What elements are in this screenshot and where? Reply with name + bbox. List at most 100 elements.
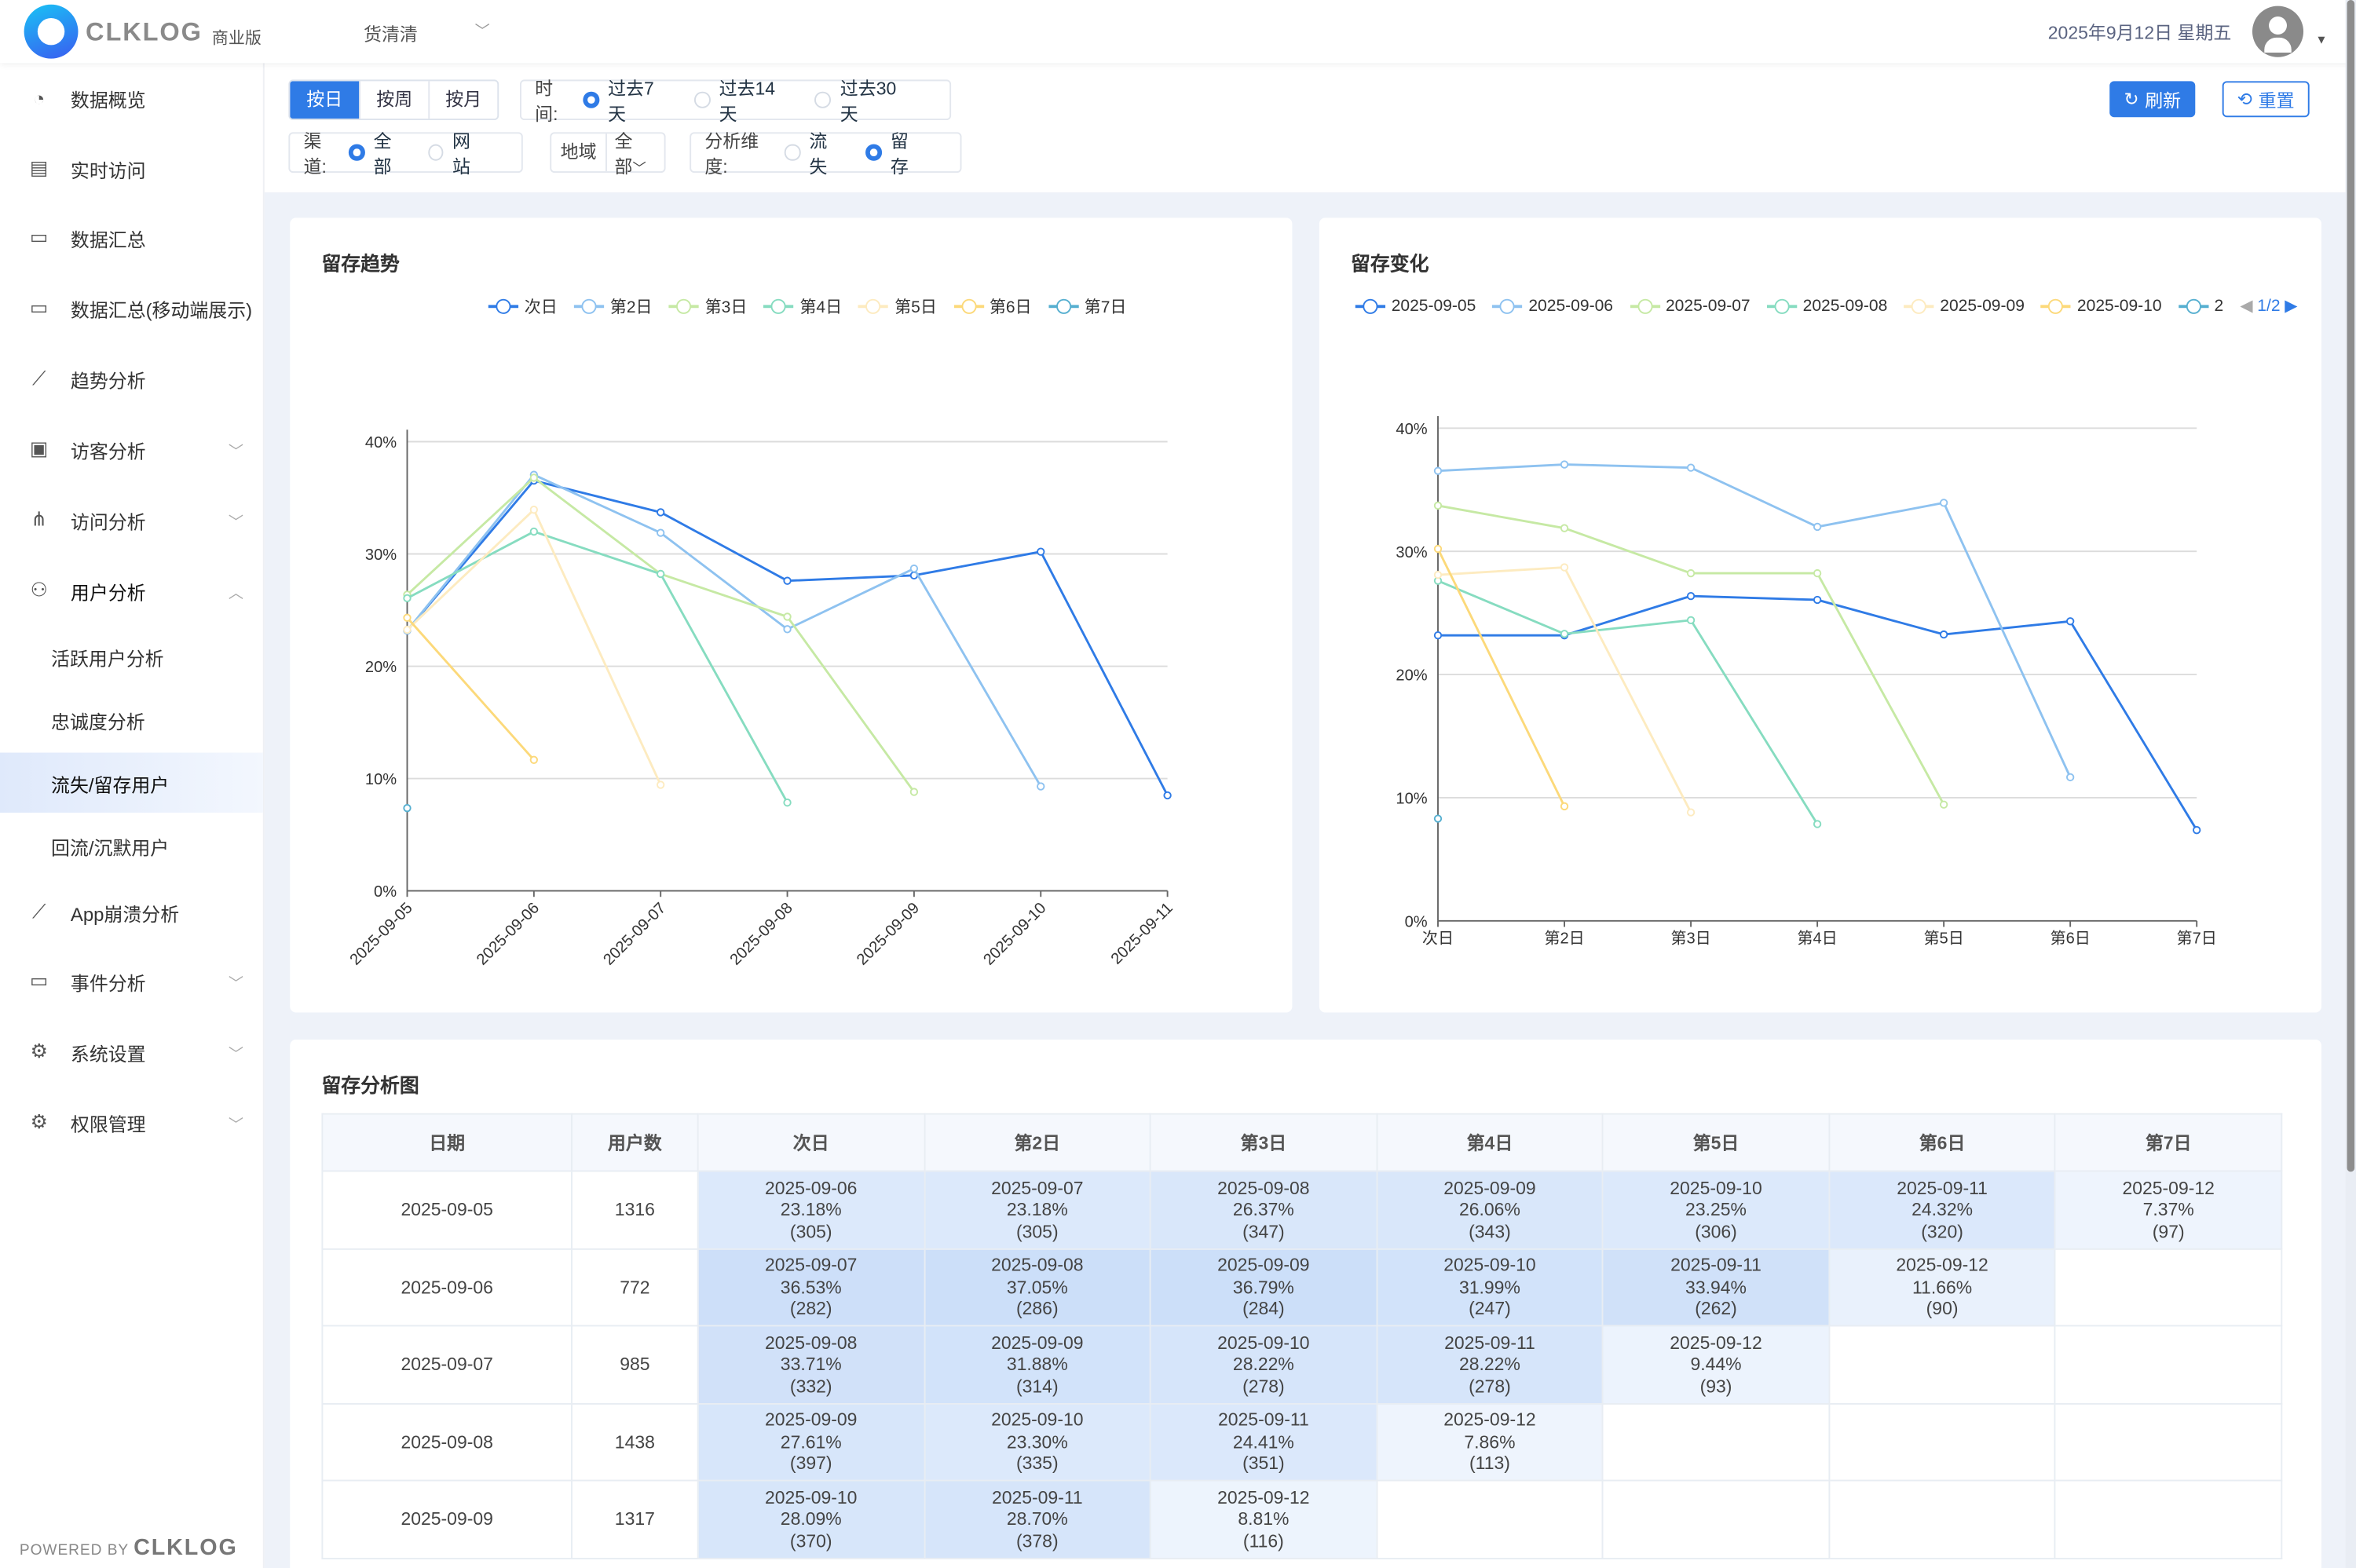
radio-option[interactable]: 过去14天 bbox=[693, 75, 792, 126]
data-point[interactable] bbox=[529, 755, 539, 764]
data-point[interactable] bbox=[1813, 820, 1822, 828]
sidebar-item[interactable]: ▭ 数据汇总 bbox=[0, 207, 263, 268]
data-point[interactable] bbox=[1686, 591, 1696, 601]
data-point[interactable] bbox=[783, 625, 792, 634]
sidebar-item[interactable]: ⟋ App崩溃分析 bbox=[0, 882, 263, 942]
data-point[interactable] bbox=[1560, 563, 1569, 572]
data-point[interactable] bbox=[1433, 814, 1443, 823]
data-point[interactable] bbox=[403, 594, 412, 603]
legend-prev-icon[interactable]: ◀ bbox=[2240, 297, 2253, 316]
data-point[interactable] bbox=[403, 625, 412, 634]
legend-item[interactable]: 2025-09-10 bbox=[2040, 297, 2162, 315]
data-point[interactable] bbox=[1433, 631, 1443, 640]
column-header[interactable]: 第3日 bbox=[1149, 1113, 1377, 1172]
data-point[interactable] bbox=[909, 564, 919, 573]
data-point[interactable] bbox=[1686, 568, 1696, 578]
data-point[interactable] bbox=[1813, 595, 1822, 605]
sidebar-item[interactable]: ▭ 数据汇总(移动端展示) bbox=[0, 278, 263, 338]
legend-next-icon[interactable]: ▶ bbox=[2285, 297, 2298, 316]
radio-option[interactable]: 全部 bbox=[349, 127, 404, 178]
radio-option[interactable]: 流失 bbox=[785, 127, 842, 178]
chevron-down-icon[interactable]: ﹀ bbox=[228, 975, 243, 992]
data-point[interactable] bbox=[1433, 501, 1443, 510]
data-point[interactable] bbox=[909, 788, 919, 796]
column-header[interactable]: 第4日 bbox=[1375, 1113, 1604, 1172]
data-point[interactable] bbox=[783, 798, 792, 807]
granularity-option[interactable]: 按周 bbox=[359, 81, 428, 119]
data-point[interactable] bbox=[1939, 499, 1948, 507]
radio-option[interactable]: 过去7天 bbox=[582, 75, 670, 126]
scrollbar-thumb[interactable] bbox=[2347, 0, 2355, 1172]
data-point[interactable] bbox=[657, 528, 665, 537]
legend-item[interactable]: 第5日 bbox=[858, 294, 937, 319]
legend-item[interactable]: 2025-09-06 bbox=[1492, 297, 1613, 315]
legend-item[interactable]: 2025-09-07 bbox=[1630, 297, 1751, 315]
data-point[interactable] bbox=[1560, 802, 1569, 811]
sidebar-item[interactable]: ▤ 实时访问 bbox=[0, 138, 263, 199]
sidebar-item[interactable]: ⚙ 系统设置 ﹀ bbox=[0, 1022, 263, 1082]
region-select[interactable]: 全部﹀ bbox=[615, 127, 664, 178]
data-point[interactable] bbox=[1433, 544, 1443, 554]
sidebar-item[interactable]: ▭ 事件分析 ﹀ bbox=[0, 951, 263, 1011]
data-point[interactable] bbox=[1433, 466, 1443, 475]
legend-item[interactable]: 2025-09-09 bbox=[1904, 297, 2025, 315]
data-point[interactable] bbox=[1037, 782, 1045, 791]
data-point[interactable] bbox=[529, 506, 539, 514]
data-point[interactable] bbox=[403, 613, 412, 622]
radio-option[interactable]: 留存 bbox=[865, 127, 922, 178]
column-header[interactable]: 第5日 bbox=[1602, 1113, 1831, 1172]
column-header[interactable]: 次日 bbox=[697, 1113, 925, 1172]
data-point[interactable] bbox=[1037, 547, 1045, 556]
legend-item[interactable]: 第6日 bbox=[953, 294, 1032, 319]
data-point[interactable] bbox=[1433, 570, 1443, 579]
sidebar-subitem[interactable]: 流失/留存用户 bbox=[0, 752, 263, 813]
sidebar-item[interactable]: ▣ 访客分析 ﹀ bbox=[0, 419, 263, 480]
legend-item[interactable]: 第3日 bbox=[668, 294, 747, 319]
data-point[interactable] bbox=[783, 612, 792, 621]
column-header[interactable]: 第2日 bbox=[923, 1113, 1151, 1172]
legend-item[interactable]: 2 bbox=[2178, 297, 2223, 315]
data-point[interactable] bbox=[529, 473, 539, 482]
radio-option[interactable]: 过去30天 bbox=[814, 75, 913, 126]
data-point[interactable] bbox=[1686, 616, 1696, 625]
sidebar-subitem[interactable]: 忠诚度分析 bbox=[51, 711, 145, 733]
data-point[interactable] bbox=[2066, 773, 2075, 782]
sidebar-subitem[interactable]: 回流/沉默用户 bbox=[51, 837, 170, 859]
data-point[interactable] bbox=[783, 576, 792, 585]
chevron-down-icon[interactable]: ﹀ bbox=[228, 1046, 243, 1063]
column-header[interactable]: 第7日 bbox=[2054, 1113, 2283, 1172]
user-avatar[interactable] bbox=[2252, 5, 2304, 57]
column-header[interactable]: 日期 bbox=[321, 1113, 573, 1172]
column-header[interactable]: 第6日 bbox=[1828, 1113, 2057, 1172]
chevron-down-icon[interactable]: ﹀ bbox=[228, 1117, 243, 1134]
data-point[interactable] bbox=[1813, 522, 1822, 532]
data-point[interactable] bbox=[657, 569, 665, 579]
chevron-down-icon[interactable]: ﹀ bbox=[228, 444, 243, 461]
legend-item[interactable]: 第7日 bbox=[1048, 294, 1126, 319]
data-point[interactable] bbox=[1939, 630, 1948, 639]
granularity-option[interactable]: 按日 bbox=[290, 81, 360, 119]
legend-item[interactable]: 第4日 bbox=[763, 294, 842, 319]
data-point[interactable] bbox=[403, 803, 412, 813]
legend-item[interactable]: 次日 bbox=[488, 294, 558, 319]
project-selector[interactable]: 货清清 bbox=[364, 24, 418, 46]
legend-item[interactable]: 第2日 bbox=[573, 294, 653, 319]
caret-down-icon[interactable]: ▼ bbox=[2315, 33, 2328, 47]
data-point[interactable] bbox=[1163, 791, 1172, 800]
legend-item[interactable]: 2025-09-08 bbox=[1766, 297, 1887, 315]
data-point[interactable] bbox=[1813, 568, 1822, 578]
sidebar-item[interactable]: ⚙ 权限管理 ﹀ bbox=[0, 1092, 263, 1153]
column-header[interactable]: 用户数 bbox=[571, 1113, 699, 1172]
chevron-up-icon[interactable]: ︿ bbox=[228, 585, 243, 602]
chevron-down-icon[interactable]: ﹀ bbox=[474, 24, 490, 41]
sidebar-item[interactable]: ⟋ 趋势分析 bbox=[0, 349, 263, 409]
data-point[interactable] bbox=[1686, 463, 1696, 472]
radio-option[interactable]: 网站 bbox=[428, 127, 484, 178]
sidebar-item[interactable]: ◔ 数据概览 bbox=[0, 68, 263, 128]
data-point[interactable] bbox=[657, 508, 665, 517]
sidebar-item[interactable]: ⚇ 用户分析 ︿ bbox=[0, 561, 263, 621]
sidebar-item[interactable]: ⋔ 访问分析 ﹀ bbox=[0, 490, 263, 550]
data-point[interactable] bbox=[1560, 460, 1569, 469]
data-point[interactable] bbox=[1686, 808, 1696, 817]
data-point[interactable] bbox=[1939, 800, 1948, 809]
